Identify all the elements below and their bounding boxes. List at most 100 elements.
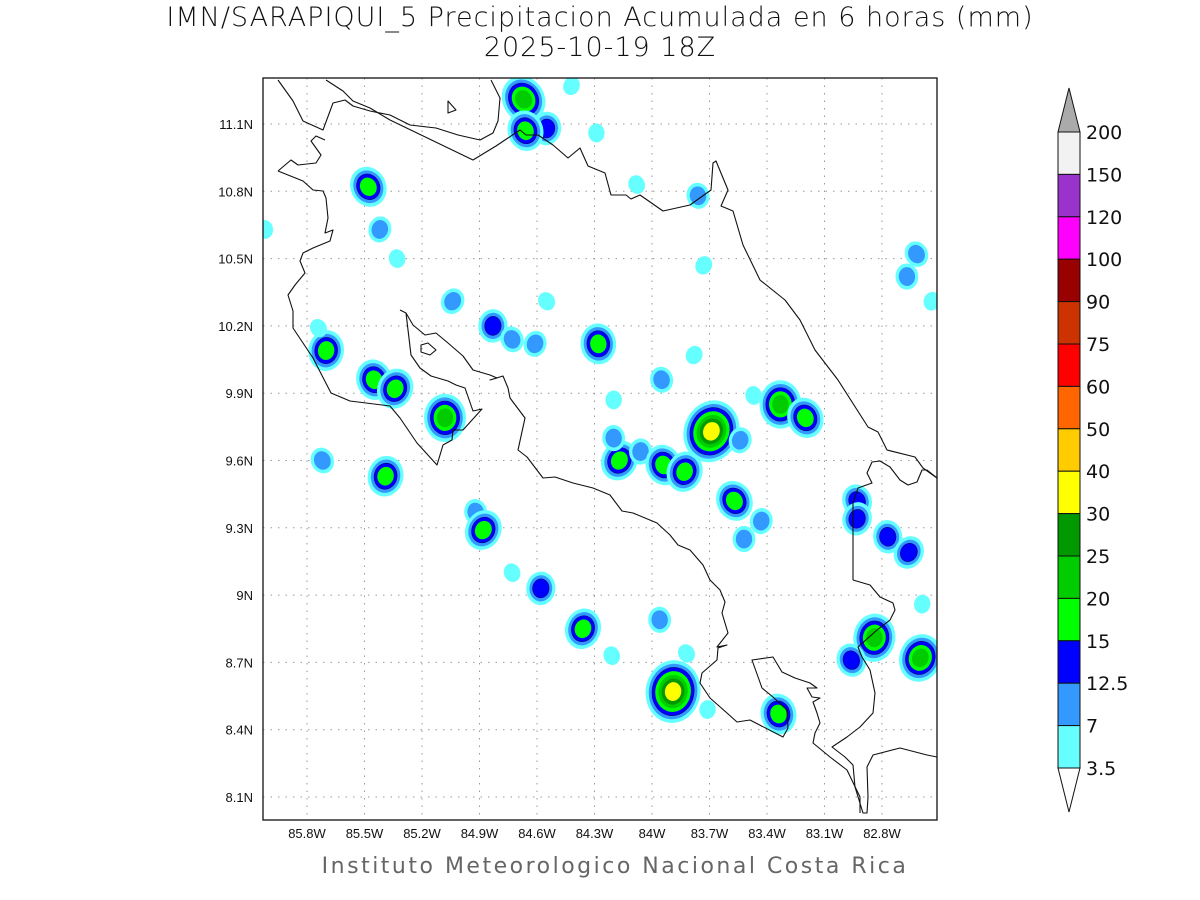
precip-cell: [440, 288, 465, 315]
colorbar-under-triangle: [1057, 767, 1081, 813]
lon-tick-label: 85.2W: [403, 826, 441, 841]
precip-contour-7: [908, 244, 925, 264]
colorbar-label: 100: [1086, 249, 1122, 271]
lat-tick-label: 8.7N: [226, 655, 253, 670]
precip-cell: [310, 447, 335, 474]
precip-cell: [500, 326, 524, 353]
pacific-coast-south: [405, 312, 861, 813]
precip-contour-3.5: [263, 220, 274, 239]
precip-contour-20: [772, 394, 789, 414]
precip-contour-3.5: [699, 700, 716, 719]
colorbar-label: 150: [1086, 164, 1122, 186]
precip-cell: [350, 166, 387, 207]
precip-cell: [685, 345, 703, 365]
precip-cell: [563, 78, 580, 96]
colorbar-swatch: [1057, 513, 1081, 557]
lat-tick-label: 9.6N: [226, 454, 253, 469]
precip-contour-7: [632, 442, 649, 461]
precip-cell: [678, 644, 695, 663]
colorbar-swatch: [1057, 597, 1081, 642]
colorbar-swatch: [1057, 343, 1081, 387]
precip-contour-3.5: [695, 256, 713, 275]
precip-contour-20: [911, 648, 929, 668]
precip-cell: [376, 368, 414, 409]
colorbar-label: 3.5: [1086, 758, 1116, 780]
precip-contour-3.5: [605, 390, 622, 410]
precip-cell: [666, 451, 703, 492]
lat-tick-label: 10.8N: [218, 184, 253, 199]
precip-cell: [388, 249, 406, 268]
precip-cell: [749, 508, 773, 535]
precip-contour-3.5: [563, 78, 580, 96]
precip-cell: [501, 78, 546, 123]
colorbar-swatch: [1057, 470, 1081, 515]
precip-contour-3.5: [914, 594, 931, 614]
precip-contour-12.5: [900, 543, 918, 562]
colorbar-swatch: [1057, 555, 1081, 599]
precip-contour-20: [866, 628, 883, 648]
precip-cell: [842, 502, 872, 536]
precip-contour-15: [590, 334, 607, 354]
precip-contour-7: [651, 610, 668, 630]
precip-cell: [602, 424, 626, 452]
precip-contour-3.5: [923, 291, 937, 311]
colorbar-swatch: [1057, 385, 1081, 430]
precip-cell: [760, 693, 797, 735]
colorbar-label: 12.5: [1086, 673, 1128, 695]
lat-tick-label: 10.5N: [218, 252, 253, 267]
pacific-coast-guanacaste: [277, 135, 326, 172]
precip-contour-7: [371, 220, 389, 239]
lon-tick-label: 84.9W: [461, 826, 499, 841]
colorbar-swatch: [1057, 173, 1081, 218]
precip-contour-20: [515, 90, 533, 109]
precip-contour-3.5: [685, 345, 703, 365]
precip-cell: [564, 608, 602, 649]
nicaragua-costa-rica-border-caribbean-coast: [325, 79, 937, 479]
colorbar-label: 90: [1086, 292, 1110, 314]
precip-cell: [605, 390, 622, 410]
precip-contour-20: [436, 408, 454, 428]
precip-cell: [923, 291, 937, 311]
lon-tick-label: 84.3W: [576, 826, 614, 841]
precip-contour-15: [474, 520, 492, 540]
precip-cell: [580, 323, 617, 365]
lon-tick-label: 83.1W: [806, 826, 844, 841]
precip-cell: [683, 400, 740, 463]
lat-tick-label: 9N: [236, 588, 253, 603]
precip-contour-15: [796, 408, 814, 428]
precip-cell: [686, 182, 710, 209]
precip-cell: [728, 427, 752, 454]
precip-contour-15: [386, 379, 404, 398]
lon-tick-label: 85.5W: [346, 826, 384, 841]
precip-contour-7: [605, 428, 622, 448]
precip-cell: [368, 216, 392, 243]
lon-tick-label: 83.4W: [748, 826, 786, 841]
lat-tick-label: 11.1N: [219, 117, 253, 132]
precip-cell: [588, 123, 605, 143]
lat-tick-label: 9.9N: [226, 386, 253, 401]
colorbar-label: 40: [1086, 461, 1110, 483]
lat-tick-label: 10.2N: [218, 319, 253, 334]
precip-cell: [898, 634, 937, 682]
precip-contour-7: [503, 330, 521, 349]
coastlines: [277, 79, 937, 814]
precip-cell: [695, 256, 713, 275]
precip-contour-7: [526, 334, 544, 354]
precip-contour-3.5: [388, 249, 406, 268]
precip-cell: [904, 241, 929, 267]
precip-cell: [503, 563, 521, 582]
precip-contour-15: [676, 462, 693, 482]
colorbar-swatch: [1057, 301, 1081, 345]
precip-contour-7: [731, 430, 749, 450]
precip-cell: [650, 366, 674, 393]
precip-cell: [895, 263, 919, 290]
precip-cell: [645, 660, 701, 723]
map-frame: [262, 77, 938, 821]
precip-contour-15: [377, 466, 394, 486]
precip-contour-12.5: [532, 578, 550, 599]
precip-contour-3.5: [603, 646, 621, 666]
precip-cell: [716, 480, 753, 521]
precip-contour-7: [313, 451, 331, 470]
colorbar-label: 200: [1086, 122, 1122, 144]
colorbar-label: 15: [1086, 631, 1110, 653]
